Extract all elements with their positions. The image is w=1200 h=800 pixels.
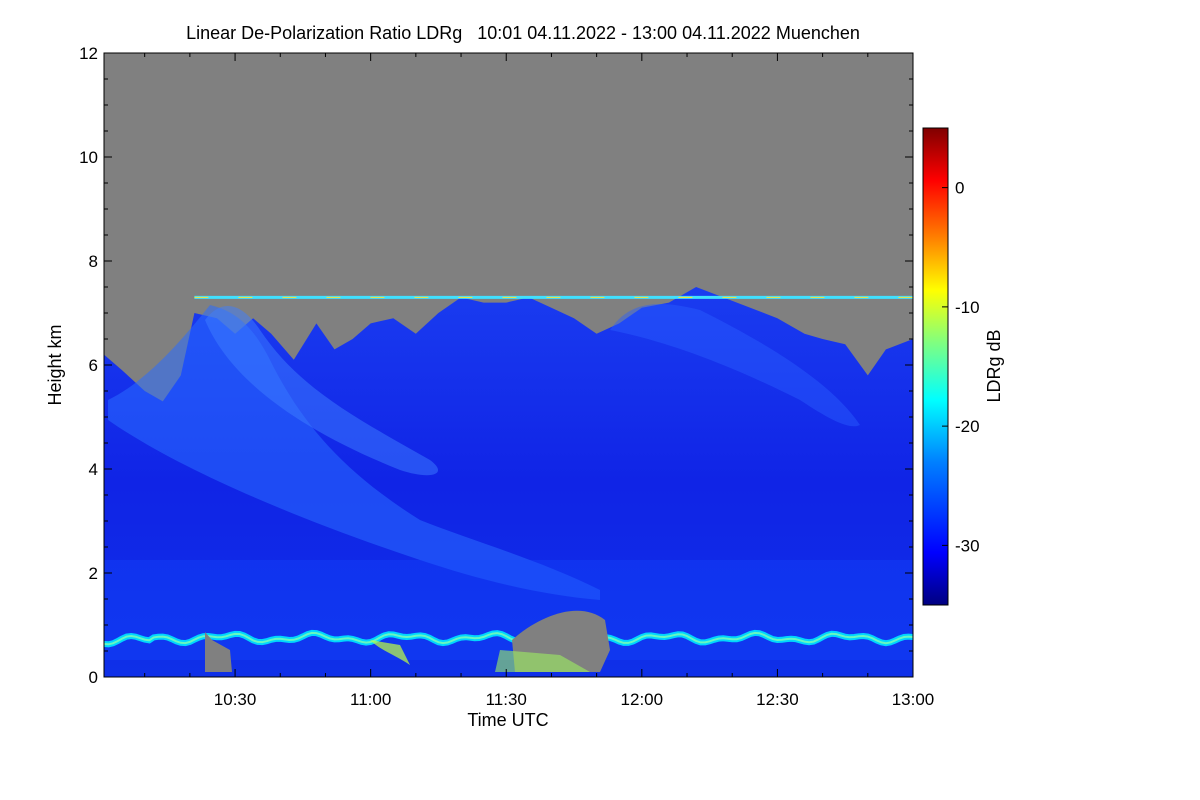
colorbar-ticks: 0 -10 -20 -30 [942,179,980,555]
y-tick-label: 10 [79,148,98,167]
cirrus-upper-right [610,304,860,427]
colorbar-tick-label: -20 [955,417,980,436]
boundary-layer-core [104,631,913,646]
x-tick-label: 10:30 [214,690,257,709]
colorbar-tick-label: 0 [955,179,964,198]
y-tick-label: 6 [89,356,98,375]
y-tick-label: 4 [89,460,98,479]
y-axis-ticks: 0 2 4 6 8 10 12 [79,44,913,687]
surface-gap-1030 [205,632,232,672]
plot-area [104,53,913,677]
colorbar-tick-label: -30 [955,536,980,555]
x-tick-label: 12:00 [621,690,664,709]
y-tick-label: 12 [79,44,98,63]
y-tick-label: 0 [89,668,98,687]
x-tick-label: 11:30 [486,690,527,709]
chart-title: Linear De-Polarization Ratio LDRg 10:01 … [186,23,860,43]
cirrus-streak-core [205,306,439,476]
colorbar-tick-label: -10 [955,298,980,317]
x-tick-label: 11:00 [350,690,391,709]
colorbar [922,127,949,606]
cirrus-fall-streaks [108,305,600,600]
x-tick-label: 12:30 [756,690,799,709]
surface-clutter [495,650,590,672]
y-tick-label: 2 [89,564,98,583]
x-tick-label: 13:00 [892,690,935,709]
rain-streak [370,640,410,665]
colorbar-label: LDRg dB [984,329,1004,402]
y-tick-label: 8 [89,252,98,271]
x-axis-label: Time UTC [467,710,548,730]
lower-aerosol-layer [104,560,913,660]
y-axis-label: Height km [45,324,65,405]
x-axis-ticks: 10:30 11:00 11:30 12:00 12:30 13:00 [144,53,935,709]
